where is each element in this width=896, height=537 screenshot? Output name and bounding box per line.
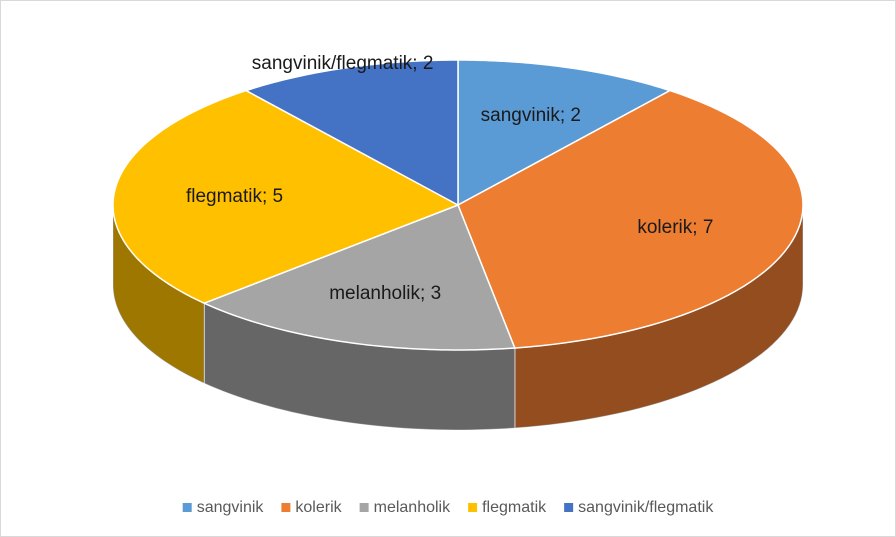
- pie-slice: [457, 59, 672, 207]
- data-label: melanholik; 3: [329, 283, 441, 304]
- legend-label: kolerik: [295, 499, 342, 516]
- legend-swatch: [182, 503, 192, 512]
- legend-swatch: [564, 503, 574, 512]
- pie-side-shade: [113, 205, 205, 384]
- pie-slice: [112, 89, 460, 305]
- legend-swatch: [359, 503, 369, 512]
- pie-slice: [202, 204, 516, 351]
- legend-label: sangvinik/flegmatik: [578, 499, 714, 516]
- pie-side-shade: [514, 205, 803, 429]
- legend-swatch: [281, 503, 291, 512]
- data-label: flegmatik; 5: [186, 186, 283, 207]
- pie-slice: [244, 59, 459, 207]
- data-label: sangvinik/flegmatik; 2: [252, 53, 434, 74]
- legend-label: melanholik: [374, 499, 451, 516]
- legend-label: sangvinik: [197, 499, 265, 516]
- pie-slice: [457, 89, 804, 349]
- legend-label: flegmatik: [482, 499, 547, 516]
- pie-side-shade: [204, 303, 515, 430]
- legend-swatch: [468, 503, 478, 512]
- data-label: kolerik; 7: [637, 217, 713, 238]
- data-label: sangvinik; 2: [481, 105, 581, 126]
